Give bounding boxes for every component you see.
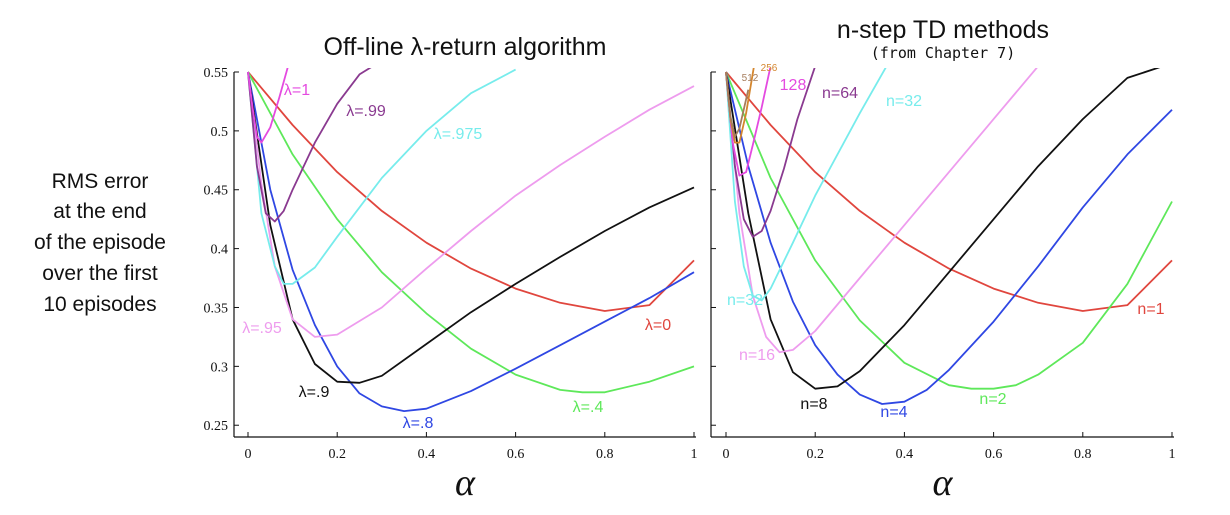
right-series-128 bbox=[725, 68, 772, 177]
left-series-lambda-8 bbox=[247, 71, 695, 413]
left-series-label-lambda-8: λ=.8 bbox=[403, 415, 434, 432]
right-chart-title: n-step TD methods bbox=[837, 16, 1049, 44]
right-series-label-n-32-upper: n=32 bbox=[886, 93, 922, 110]
left-x-tick-label: 0 bbox=[245, 447, 252, 462]
right-x-tick-label: 1 bbox=[1169, 447, 1176, 462]
left-series-label-lambda-0: λ=0 bbox=[645, 317, 671, 334]
left-series-lambda-95 bbox=[247, 71, 695, 338]
left-series-lambda-9 bbox=[247, 71, 695, 384]
left-y-tick-label: 0.45 bbox=[204, 184, 229, 199]
right-x-tick-label: 0 bbox=[723, 447, 730, 462]
y-side-label: RMS error at the end of the episode over… bbox=[34, 170, 166, 316]
right-x-tick-label: 0.6 bbox=[985, 447, 1003, 462]
right-x-axis-label: α bbox=[933, 462, 954, 504]
y-side-label-line-3: of the episode bbox=[34, 231, 166, 254]
y-side-label-line-2: at the end bbox=[53, 200, 146, 223]
left-y-tick-label: 0.4 bbox=[211, 243, 229, 258]
right-series-label-n-32: n=32 bbox=[727, 292, 763, 309]
right-x-tick-label: 0.4 bbox=[896, 447, 914, 462]
left-chart-title: Off-line λ-return algorithm bbox=[324, 33, 607, 61]
right-series-n-32 bbox=[725, 68, 887, 302]
left-y-tick-label: 0.5 bbox=[211, 125, 229, 140]
right-x-tick-label: 0.2 bbox=[806, 447, 824, 462]
left-series-lambda-975 bbox=[247, 68, 517, 285]
right-series-label-n-64: n=64 bbox=[822, 85, 858, 102]
y-side-label-line-4: over the first bbox=[42, 262, 158, 285]
right-series-lines bbox=[725, 68, 1173, 405]
y-side-label-line-5: 10 episodes bbox=[43, 293, 156, 316]
left-x-tick-label: 0.2 bbox=[328, 447, 346, 462]
left-series-label-lambda-95: λ=.95 bbox=[242, 320, 282, 337]
left-chart: 0.25 0.3 0.35 0.4 0.45 0.5 0.55 0 0.2 0.4 0.6 0.8 1 α… bbox=[204, 66, 698, 504]
left-series-lines bbox=[247, 68, 695, 413]
right-series-label-n-8: n=8 bbox=[800, 396, 827, 413]
left-x-tick-label: 1 bbox=[691, 447, 698, 462]
right-series-label-512: 512 bbox=[742, 73, 759, 84]
left-series-label-lambda-4: λ=.4 bbox=[573, 399, 604, 416]
left-series-label-lambda-99: λ=.99 bbox=[346, 103, 386, 120]
left-x-axis-label: α bbox=[455, 462, 476, 504]
left-y-tick-label: 0.3 bbox=[211, 360, 229, 375]
right-x-tick-label: 0.8 bbox=[1074, 447, 1092, 462]
left-y-tick-label: 0.35 bbox=[204, 301, 229, 316]
right-series-n-8 bbox=[725, 68, 1161, 390]
right-series-512 bbox=[725, 71, 750, 138]
right-series-n-16 bbox=[725, 68, 1038, 354]
right-series-n-1 bbox=[725, 71, 1173, 312]
right-series-label-128: 128 bbox=[780, 77, 807, 94]
left-x-tick-label: 0.8 bbox=[596, 447, 614, 462]
left-series-label-lambda-1: λ=1 bbox=[284, 82, 310, 99]
right-series-n-4 bbox=[725, 71, 1173, 405]
right-chart-subtitle: (from Chapter 7) bbox=[871, 44, 1016, 62]
right-series-label-n-1: n=1 bbox=[1137, 301, 1164, 318]
left-series-lambda-1 bbox=[247, 68, 289, 144]
right-chart: 0 0.2 0.4 0.6 0.8 1 α n=1 n=2 n=4 n=8 n=16 n=32 n=64 1… bbox=[710, 63, 1176, 504]
y-side-label-line-1: RMS error bbox=[52, 170, 149, 193]
right-series-label-n-4: n=4 bbox=[880, 404, 907, 421]
right-series-label-256: 256 bbox=[761, 63, 778, 74]
right-series-label-n-16: n=16 bbox=[739, 347, 775, 364]
left-series-label-lambda-975: λ=.975 bbox=[434, 126, 483, 143]
left-series-label-lambda-9: λ=.9 bbox=[299, 384, 330, 401]
left-x-tick-label: 0.6 bbox=[507, 447, 525, 462]
left-x-tick-label: 0.4 bbox=[418, 447, 436, 462]
right-series-n-2 bbox=[725, 71, 1173, 390]
left-y-tick-label: 0.55 bbox=[204, 66, 229, 81]
right-series-label-n-2: n=2 bbox=[979, 391, 1006, 408]
left-series-lambda-0 bbox=[247, 71, 695, 312]
left-y-tick-label: 0.25 bbox=[204, 419, 229, 434]
left-series-lambda-4 bbox=[247, 71, 695, 394]
right-series-n-64 bbox=[725, 68, 816, 238]
left-series-lambda-99 bbox=[247, 68, 372, 223]
